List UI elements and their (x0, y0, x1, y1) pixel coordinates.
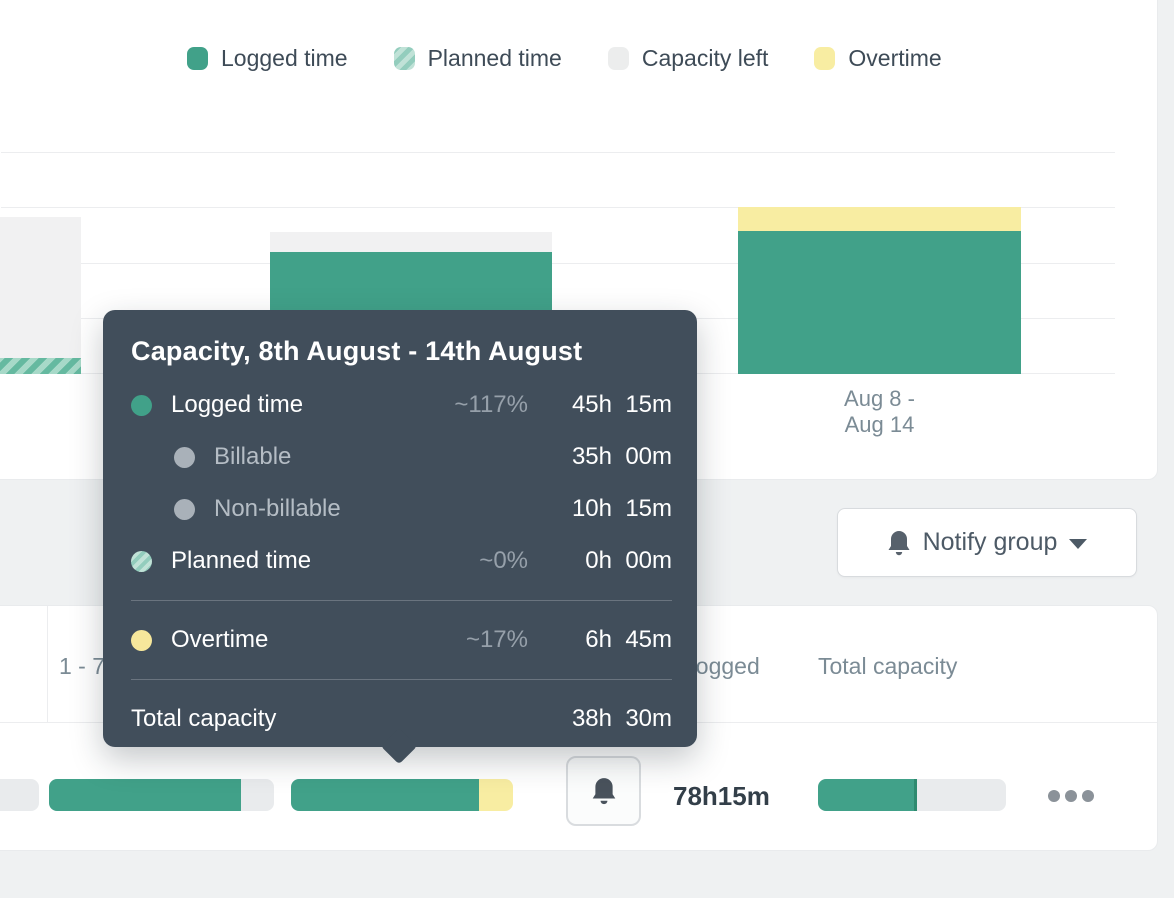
caret-down-icon (1069, 539, 1088, 549)
tooltip-row-label: Billable (214, 443, 292, 470)
legend-item-capacity[interactable]: Capacity left (607, 45, 769, 72)
planned-dot-icon (131, 550, 152, 572)
ellipsis-dot (1065, 790, 1077, 802)
tooltip-row: Overtime ~17% 6h 45m (131, 614, 672, 666)
x-axis-label-line: Aug 14 (844, 412, 915, 437)
overtime-swatch (814, 47, 836, 70)
capacity-pill[interactable] (49, 779, 274, 811)
pill-segment-overtime (479, 779, 513, 811)
tooltip-rows: Logged time ~117% 45h 15m Billable 35h 00m Non-… (131, 379, 672, 745)
capacity-pill[interactable] (818, 779, 1006, 811)
tooltip-row-hours: 35h (571, 443, 612, 470)
capacity-pill[interactable] (0, 779, 39, 811)
pill-segment-gray (241, 779, 274, 811)
tooltip-row-hours: 38h (571, 705, 612, 732)
bar-segment-capacity (270, 232, 552, 252)
tooltip-row-percent: ~0% (479, 547, 528, 574)
tooltip-row-label: Overtime (171, 626, 269, 653)
tooltip-row: Non-billable 10h 15m (131, 483, 672, 535)
logged-swatch (187, 47, 208, 70)
gridline (1, 263, 1115, 264)
tooltip-divider (131, 600, 672, 601)
tooltip-row-minutes: 15m (625, 495, 672, 522)
legend-label: Logged time (221, 45, 348, 71)
tooltip-row: Logged time ~117% 45h 15m (131, 379, 672, 431)
notify-bell-button[interactable] (566, 756, 641, 826)
capacity-tooltip: Capacity, 8th August - 14th August Logge… (103, 310, 697, 765)
tooltip-title: Capacity, 8th August - 14th August (131, 336, 583, 366)
bell-icon (888, 530, 910, 555)
chart-legend: Logged time Planned time Capacity left Over… (187, 45, 942, 72)
logged-total-value: 78h15m (673, 781, 770, 811)
bar-segment-logged (738, 231, 1021, 374)
column-header: Total capacity (818, 653, 958, 679)
tooltip-row-hours: 6h (585, 626, 612, 653)
column-header: 1 - 7 (59, 653, 106, 679)
notify-group-label: Notify group (922, 528, 1058, 556)
tooltip-row-label: Total capacity (131, 705, 277, 732)
tooltip-row-minutes: 30m (625, 705, 672, 732)
tooltip-row: Planned time ~0% 0h 00m (131, 535, 672, 587)
pill-segment-logged (291, 779, 479, 811)
logged-dot-icon (131, 394, 152, 416)
tooltip-row-hours: 10h (571, 495, 612, 522)
gridline (1, 152, 1115, 153)
column-divider (47, 606, 48, 723)
capacity-swatch (607, 47, 629, 70)
x-axis-label-line: Aug 8 - (844, 386, 915, 411)
notify-group-button[interactable]: Notify group (837, 508, 1137, 577)
bar-week-1[interactable] (0, 217, 81, 374)
pill-segment-gray (917, 779, 1006, 811)
tooltip-row-minutes: 45m (625, 626, 672, 653)
pill-segment-gray (0, 779, 39, 811)
pill-segment-logged (49, 779, 241, 811)
bar-segment-planned (0, 358, 81, 374)
x-axis-label: Aug 8 - Aug 14 (738, 386, 1021, 438)
ellipsis-dot (1082, 790, 1094, 802)
legend-label: Planned time (427, 45, 562, 71)
pill-segment-divider (914, 779, 917, 811)
tooltip-row-label: Logged time (171, 391, 304, 418)
bar-segment-overtime (738, 207, 1021, 231)
legend-item-logged[interactable]: Logged time (187, 45, 348, 72)
tooltip-row: Billable 35h 00m (131, 431, 672, 483)
bar-week-aug-8-14[interactable] (738, 207, 1021, 374)
legend-item-planned[interactable]: Planned time (393, 45, 562, 72)
tooltip-row-label: Non-billable (214, 495, 341, 522)
tooltip-divider (131, 679, 672, 680)
tooltip-row-percent: ~117% (454, 391, 528, 418)
tooltip-row-minutes: 15m (625, 391, 672, 418)
tooltip-row-hours: 0h (585, 547, 612, 574)
chart-plot: Aug 8 - Aug 14 (0, 152, 1115, 438)
overtime-dot-icon (131, 629, 152, 651)
legend-label: Overtime (848, 45, 942, 71)
pill-segment-logged (818, 779, 914, 811)
tooltip-row-hours: 45h (571, 391, 612, 418)
gray-dot-icon (174, 498, 195, 520)
tooltip-row-percent: ~17% (465, 626, 528, 653)
gridline (1, 207, 1115, 208)
tooltip-row-minutes: 00m (625, 443, 672, 470)
legend-label: Capacity left (641, 45, 769, 71)
ellipsis-dot (1048, 790, 1060, 802)
legend-item-overtime[interactable]: Overtime (814, 45, 942, 72)
bell-icon (592, 778, 615, 805)
capacity-row: 78h15m (0, 723, 1157, 850)
capacity-pill[interactable] (291, 779, 513, 811)
tooltip-row-minutes: 00m (625, 547, 672, 574)
bar-segment-capacity (0, 217, 81, 358)
tooltip-row: Total capacity 38h 30m (131, 693, 672, 745)
gray-dot-icon (174, 446, 195, 468)
planned-swatch (393, 47, 415, 70)
more-options-button[interactable] (1048, 790, 1094, 802)
tooltip-row-label: Planned time (171, 547, 312, 574)
